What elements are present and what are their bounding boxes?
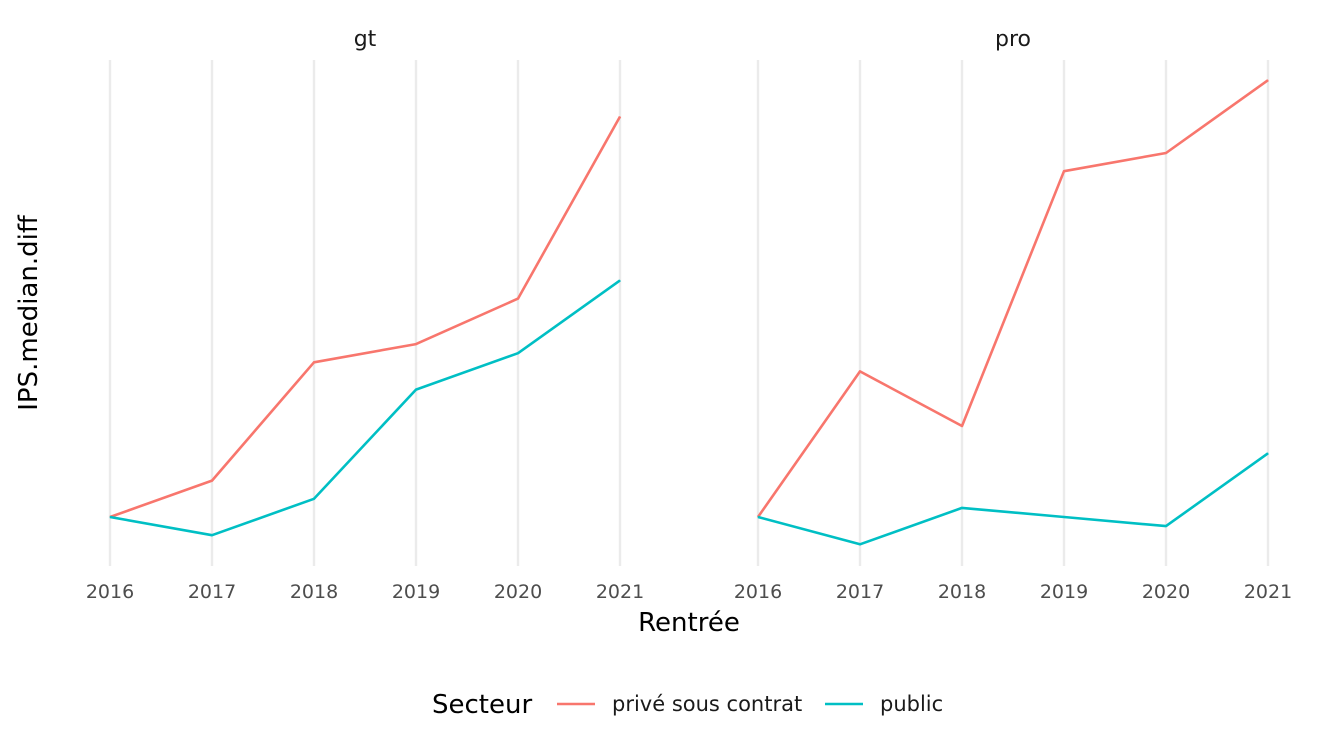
x-tick-label: 2021 [596, 581, 644, 603]
data-point [1267, 79, 1269, 81]
panel-gt: gt 2016 2017 2018 2019 2020 2021 [86, 27, 644, 603]
data-point [109, 516, 111, 518]
data-point [619, 116, 621, 118]
data-point [757, 516, 759, 518]
legend: Secteur privé sous contrat public [432, 690, 943, 720]
y-axis-title: IPS.median.diff [14, 214, 44, 411]
data-point [1165, 525, 1167, 527]
data-point [1063, 516, 1065, 518]
series-line-privé-sous-contrat [756, 79, 1269, 518]
data-point [211, 534, 213, 536]
x-tick-label: 2017 [836, 581, 884, 603]
facet-strip-label: pro [995, 27, 1031, 52]
x-tick-label: 2016 [734, 581, 782, 603]
data-point [1165, 152, 1167, 154]
x-tick-label: 2021 [1244, 581, 1292, 603]
data-point [211, 480, 213, 482]
legend-label: public [880, 692, 943, 716]
x-tick-label: 2017 [188, 581, 236, 603]
legend-label: privé sous contrat [612, 692, 802, 716]
legend-title: Secteur [432, 690, 532, 720]
panels-layer: gt 2016 2017 2018 2019 2020 2021 pro 2016 2017 201… [86, 27, 1292, 603]
series-line-privé-sous-contrat [109, 115, 622, 519]
data-point [619, 279, 621, 281]
panel-pro: pro 2016 2017 2018 2019 2020 2021 [734, 27, 1292, 603]
data-point [859, 543, 861, 545]
x-axis-title: Rentrée [638, 608, 740, 638]
x-tick-label: 2019 [1040, 581, 1088, 603]
data-point [517, 352, 519, 354]
x-tick-label: 2019 [392, 581, 440, 603]
data-point [313, 361, 315, 363]
x-tick-label: 2018 [938, 581, 986, 603]
data-point [313, 498, 315, 500]
x-tick-label: 2020 [494, 581, 542, 603]
data-point [517, 298, 519, 300]
data-point [961, 507, 963, 509]
series-line-public [109, 279, 621, 537]
x-tick-label: 2018 [290, 581, 338, 603]
series-line-public [757, 452, 1269, 546]
facet-strip-label: gt [354, 27, 377, 52]
x-tick-label: 2016 [86, 581, 134, 603]
data-point [961, 425, 963, 427]
x-tick-label: 2020 [1142, 581, 1190, 603]
data-point [859, 370, 861, 372]
data-point [1267, 452, 1269, 454]
data-point [415, 389, 417, 391]
data-point [1063, 170, 1065, 172]
data-point [415, 343, 417, 345]
